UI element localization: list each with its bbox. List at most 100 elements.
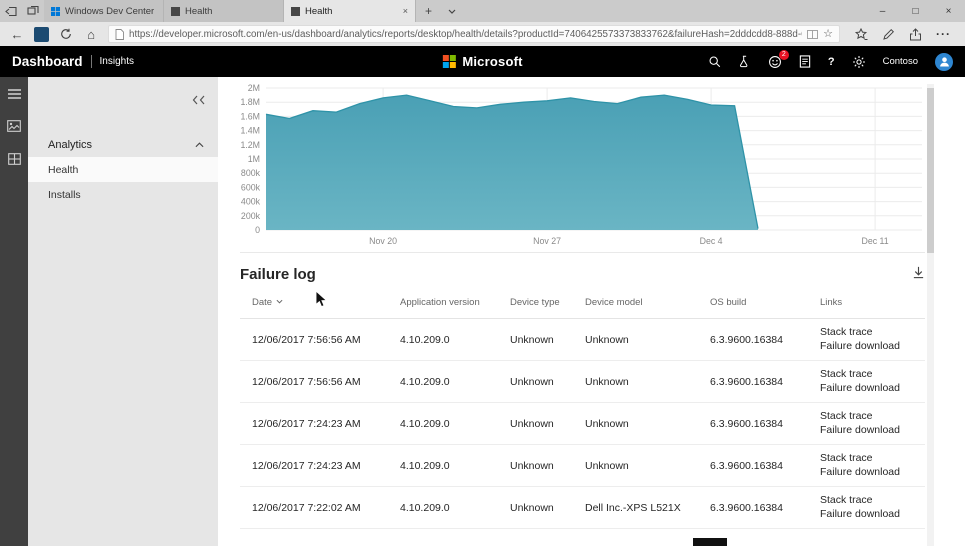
col-label: Date [252, 297, 273, 308]
site-favicon-icon [171, 6, 180, 16]
favorite-star-icon[interactable]: ☆ [823, 27, 833, 40]
hub-favorites-icon[interactable] [854, 27, 868, 41]
svg-text:1.2M: 1.2M [240, 140, 260, 150]
failure-link[interactable]: Stack trace [820, 494, 873, 506]
table-row: 12/06/2017 7:56:56 AM 4.10.209.0 Unknown Un… [240, 318, 925, 361]
table-cell: Unknown [510, 402, 585, 445]
close-button[interactable]: × [945, 5, 952, 17]
table-row: 12/06/2017 7:24:23 AM 4.10.209.0 Unknown Un… [240, 444, 925, 487]
table-cell: 6.3.9600.16384 [710, 360, 820, 403]
area-line [265, 94, 759, 229]
forward-button[interactable] [34, 26, 49, 42]
table-row: 12/06/2017 7:22:02 AM 4.10.209.0 Unknown De… [240, 486, 925, 529]
failure-link[interactable]: Failure download [820, 381, 900, 394]
svg-text:600k: 600k [241, 182, 261, 192]
sidebar-item-label: Health [48, 163, 79, 176]
table-cell: 12/06/2017 7:56:56 AM [240, 360, 400, 403]
set-tabs-aside-icon[interactable] [0, 0, 22, 22]
svg-text:1M: 1M [248, 154, 260, 164]
svg-text:2M: 2M [248, 83, 260, 93]
tab-title: Windows Dev Center [65, 5, 155, 17]
hamburger-menu-icon[interactable] [7, 89, 21, 99]
maximize-button[interactable]: □ [912, 5, 919, 17]
svg-text:1.6M: 1.6M [240, 111, 260, 121]
reading-view-icon[interactable] [807, 29, 819, 39]
svg-text:Dec 4: Dec 4 [700, 236, 723, 246]
more-actions-icon[interactable]: ··· [936, 27, 951, 41]
grid-icon[interactable] [7, 153, 21, 165]
table-cell: Unknown [585, 444, 710, 487]
search-icon[interactable] [708, 55, 721, 68]
help-icon[interactable]: ? [827, 55, 835, 68]
bottom-black-bar [693, 538, 727, 546]
refresh-button[interactable] [58, 26, 74, 42]
failure-link[interactable]: Stack trace [820, 326, 873, 338]
table-cell: 4.10.209.0 [400, 486, 510, 529]
area-fill [266, 95, 758, 230]
account-name[interactable]: Contoso [882, 56, 918, 67]
col-device-type[interactable]: Device type [510, 295, 585, 319]
failure-link[interactable]: Failure download [820, 465, 900, 478]
svg-text:Nov 20: Nov 20 [369, 236, 397, 246]
tab-health-active[interactable]: Health × [284, 0, 416, 22]
page-scrollbar[interactable] [927, 84, 934, 546]
col-os-build[interactable]: OS build [710, 295, 820, 319]
failure-link[interactable]: Stack trace [820, 410, 873, 422]
tab-close-icon[interactable]: × [402, 6, 408, 16]
notification-badge: 2 [778, 49, 789, 60]
col-date[interactable]: Date [240, 295, 400, 319]
col-application-version[interactable]: Application version [400, 295, 510, 319]
health-chart-svg: 2M 1.8M 1.6M 1.4M 1.2M 1M 800k 600k 400k 200k 0 Nov… [240, 83, 922, 246]
url-text[interactable]: https://developer.microsoft.com/en-us/da… [129, 28, 802, 40]
tab-title: Health [185, 5, 213, 17]
dashboard-brand[interactable]: Dashboard [12, 54, 83, 69]
site-favicon-icon [291, 6, 300, 16]
nav-toolbar: ··· [849, 27, 956, 41]
tab-preview-icon[interactable] [22, 0, 44, 22]
failure-log-title: Failure log [240, 266, 316, 283]
tab-list-chevron-icon[interactable] [441, 0, 463, 22]
analytics-sidebar: Analytics Health Installs [28, 77, 218, 546]
web-note-pen-icon[interactable] [882, 28, 895, 41]
new-tab-button[interactable]: + [424, 4, 432, 18]
collapse-sidebar-icon[interactable] [192, 95, 205, 105]
back-button[interactable]: ← [10, 26, 24, 42]
tab-windows-dev-center[interactable]: Windows Dev Center [44, 0, 164, 22]
failure-link[interactable]: Failure download [820, 507, 900, 520]
col-device-model[interactable]: Device model [585, 295, 710, 319]
chevron-up-icon [195, 142, 204, 148]
minimize-button[interactable]: – [879, 5, 886, 17]
failure-link[interactable]: Failure download [820, 339, 900, 352]
sidebar-item-health[interactable]: Health [28, 157, 218, 182]
avatar[interactable] [935, 52, 953, 71]
scrollbar-thumb[interactable] [927, 88, 934, 253]
failure-log-table: Date Application version Device type Dev… [240, 295, 925, 529]
svg-text:800k: 800k [241, 168, 261, 178]
table-cell: Unknown [510, 486, 585, 529]
flask-icon[interactable] [738, 55, 751, 68]
download-icon[interactable] [912, 266, 925, 279]
report-icon[interactable] [799, 55, 811, 68]
table-cell: 6.3.9600.16384 [710, 402, 820, 445]
left-rail [0, 77, 28, 546]
sidebar-section-analytics[interactable]: Analytics [28, 133, 218, 157]
settings-gear-icon[interactable] [852, 55, 866, 69]
insights-label[interactable]: Insights [99, 56, 134, 67]
failure-link[interactable]: Failure download [820, 423, 900, 436]
table-cell: 4.10.209.0 [400, 402, 510, 445]
table-cell: Unknown [585, 402, 710, 445]
table-cell: Dell Inc.-XPS L521X [585, 486, 710, 529]
table-cell: Unknown [510, 360, 585, 403]
failure-link[interactable]: Stack trace [820, 368, 873, 380]
image-icon[interactable] [7, 120, 21, 132]
failure-link[interactable]: Stack trace [820, 452, 873, 464]
home-button[interactable]: ⌂ [87, 26, 95, 42]
sidebar-item-installs[interactable]: Installs [28, 182, 218, 207]
failure-table-body: 12/06/2017 7:56:56 AM 4.10.209.0 Unknown Un… [240, 318, 925, 529]
feedback-icon[interactable]: 2 [768, 49, 789, 69]
sidebar-item-label: Installs [48, 188, 81, 201]
svg-text:1.8M: 1.8M [240, 97, 260, 107]
share-icon[interactable] [909, 27, 922, 41]
tab-health-inactive[interactable]: Health [164, 0, 284, 22]
address-bar[interactable]: https://developer.microsoft.com/en-us/da… [108, 25, 840, 43]
